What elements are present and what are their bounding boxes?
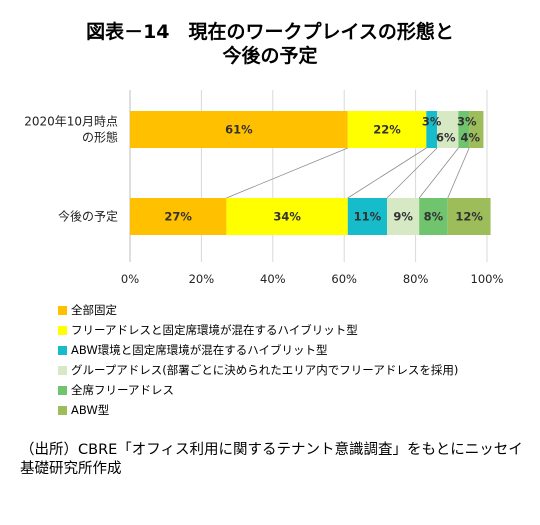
legend-swatch [58,405,67,415]
series-line [347,147,427,199]
x-tick-label: 80% [403,272,429,286]
legend-swatch [58,385,67,395]
bar-segment [419,198,448,235]
legend-label: ABW型 [71,403,110,417]
bar-segment [469,111,484,148]
category-label: 2020年10月時点 [24,115,118,129]
legend-item: フリーアドレスと固定席環境が混在するハイブリット型 [58,320,458,340]
data-label: 4% [461,131,481,145]
bar-segment [387,198,420,235]
bar-segment [130,198,227,235]
bar-segment [426,111,438,148]
data-label: 61% [225,123,253,137]
category-label: の形態 [82,130,118,145]
legend-item: ABW型 [58,400,458,420]
data-label: 22% [373,123,401,137]
x-tick-label: 100% [471,272,504,286]
legend-label: 全部固定 [71,303,117,317]
data-label: 9% [393,210,413,224]
legend-swatch [58,305,67,315]
data-label: 3% [422,115,442,129]
legend-item: 全席フリーアドレス [58,380,458,400]
bar-segment [458,111,470,148]
legend-swatch [58,365,67,375]
source-note: （出所）CBRE「オフィス利用に関するテナント意識調査」をもとにニッセイ基礎研究… [20,442,523,477]
x-tick-label: 20% [189,272,215,286]
legend-item: ABW環境と固定席環境が混在するハイブリット型 [58,340,458,360]
legend-swatch [58,345,67,355]
legend-item: グループアドレス(部署ごとに決められたエリア内でフリーアドレスを採用) [58,360,458,380]
series-line [447,147,470,199]
bar-segment [347,111,427,148]
data-label: 8% [424,210,444,224]
legend-label: 全席フリーアドレス [71,383,175,397]
legend-swatch [58,325,67,335]
bar-segment [226,198,348,235]
chart-legend: 全部固定フリーアドレスと固定席環境が混在するハイブリット型 ABW環境と固定席環境… [58,300,458,420]
bar-segment [347,198,388,235]
chart-title-line1: 図表－14 現在のワークプレイスの形態と [86,21,454,43]
legend-label: ABW環境と固定席環境が混在するハイブリット型 [71,343,328,357]
data-label: 6% [436,131,456,145]
series-line [386,147,438,199]
x-tick-label: 40% [260,272,286,286]
category-label: 今後の予定 [58,209,118,224]
x-tick-label: 0% [121,272,139,286]
series-line [226,147,348,199]
data-label: 12% [455,210,483,224]
series-line [418,147,459,199]
legend-item: 全部固定 [58,300,458,320]
x-tick-label: 60% [331,272,357,286]
bar-segment [447,198,491,235]
legend-label: フリーアドレスと固定席環境が混在するハイブリット型 [71,323,358,337]
chart-title-line2: 今後の予定 [222,45,318,67]
legend-label: グループアドレス(部署ごとに決められたエリア内でフリーアドレスを採用) [71,363,459,377]
stacked-bar-chart: 0% 20% 40% 60% 80% 100%61% 22%3%6%3%4%27% 34% 11… [24,90,504,286]
data-label: 11% [354,210,382,224]
data-label: 27% [164,210,192,224]
data-label: 3% [457,115,477,129]
data-label: 34% [273,210,301,224]
bar-segment [130,111,348,148]
bar-segment [437,111,459,148]
